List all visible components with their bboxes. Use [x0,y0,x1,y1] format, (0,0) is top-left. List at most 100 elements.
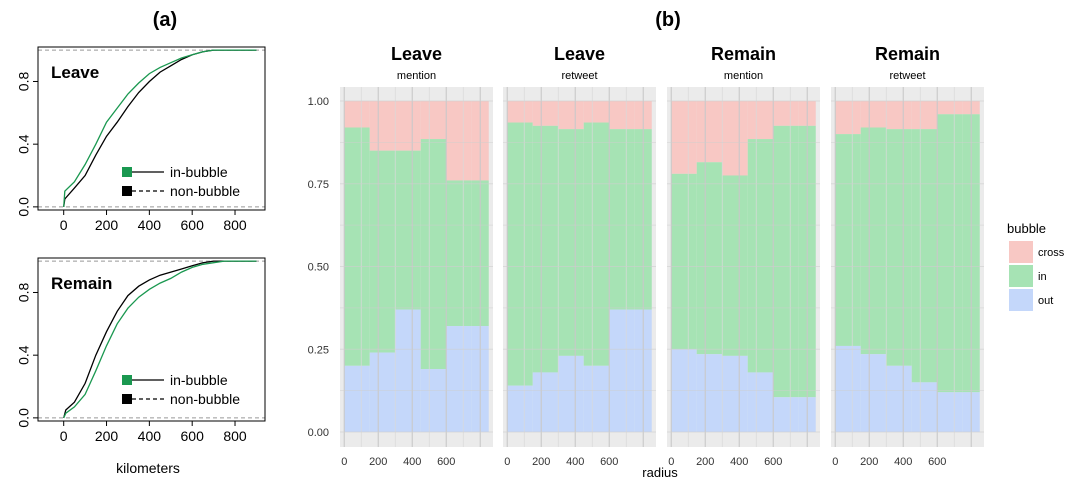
y-tick-label: 0.0 [16,197,32,217]
bin-in [747,139,774,373]
bin-out [369,352,396,432]
y-tick-label: 0.4 [16,345,32,365]
bin-out [395,309,421,432]
y-tick-label: 0.8 [16,283,32,303]
facet-remain-mention: Remain mention 0 200 400 600 [667,44,820,468]
cdf-title: Remain [51,274,112,293]
bin-in [609,129,635,310]
facet-title: Remain [875,44,940,64]
x-tick-label: 800 [223,428,247,444]
bin-out [860,354,887,432]
facet-leave-retweet: Leave retweet 0 200 400 600 [503,44,656,468]
facet-leave-mention: Leave mention 0 200 400 600 [340,44,493,468]
bin-cross [937,101,963,115]
x-tick-label: 200 [696,456,714,468]
bin-out [609,309,635,432]
bin-cross [507,101,533,123]
y-tick-label: 0.4 [16,134,32,154]
legend-swatch-non-bubble [122,394,132,404]
bin-in [860,127,887,355]
x-axis-label-radius: radius [642,465,678,480]
plot-frame [37,257,266,422]
legend-item-out: out [1038,295,1053,307]
x-tick-label: 200 [860,456,878,468]
legend-swatch-in-bubble [122,375,132,385]
panel-label-a: (a) [153,9,177,31]
x-tick-label: 400 [403,456,421,468]
x-tick-label: 200 [95,217,119,233]
bin-out [420,369,447,432]
legend-swatch-non-bubble [122,186,132,196]
y-tick-label: 0.25 [308,344,329,356]
bin-cross [446,101,472,181]
x-tick-label: 400 [894,456,912,468]
bin-in [583,122,610,366]
y-tick-label: 0.8 [16,72,32,92]
bin-in [835,134,861,346]
legend-key-out [1009,289,1033,311]
bin-cross [696,101,723,163]
x-tick-label: 0 [504,456,510,468]
bin-out [722,355,748,432]
bin-cross [369,101,396,151]
bin-cross [747,101,774,140]
bin-in [395,150,421,310]
bin-out [507,385,533,432]
x-axis-label-kilometers: kilometers [116,460,180,476]
bin-in [420,139,447,370]
series-line-in-bubble [63,260,257,419]
x-tick-label: 0 [60,217,68,233]
legend-label-in-bubble: in-bubble [170,372,228,388]
bin-cross [911,101,938,130]
facet-subtitle: retweet [561,70,597,82]
legend-item-cross: cross [1038,247,1065,259]
bin-in [532,125,559,373]
facet-subtitle: mention [724,70,763,82]
legend-swatch-in-bubble [122,167,132,177]
facet-subtitle: retweet [889,70,925,82]
bin-out [446,326,472,432]
cdf-panels: 0.0 0.4 0.8 0 200 400 600 800 Leave in-bubble non-… [16,46,266,444]
panel-label-b: (b) [655,9,681,31]
x-tick-label: 400 [566,456,584,468]
facet-remain-retweet: Remain retweet 0 200 400 600 [831,44,984,468]
legend-label-non-bubble: non-bubble [170,391,240,407]
x-tick-label: 800 [223,217,247,233]
bin-out [558,355,584,432]
x-tick-label: 0 [60,428,68,444]
x-tick-label: 600 [437,456,455,468]
bin-out [937,392,963,432]
x-tick-label: 400 [730,456,748,468]
bin-in [446,180,472,327]
bin-out [773,397,799,432]
bin-in [886,129,912,366]
legend-title: bubble [1007,221,1046,236]
x-tick-label: 200 [369,456,387,468]
bin-cross [860,101,887,128]
legend-key-in [1009,265,1033,287]
x-tick-label: 400 [138,217,162,233]
bin-out [747,372,774,432]
y-tick-label: 0.00 [308,427,329,439]
bin-out [696,354,723,432]
x-tick-label: 0 [341,456,347,468]
legend-label-in-bubble: in-bubble [170,164,228,180]
bin-in [558,129,584,356]
legend-key-cross [1009,241,1033,263]
bin-out [583,365,610,432]
facet-title: Remain [711,44,776,64]
bin-cross [773,101,799,126]
plot-frame [37,46,266,211]
bin-in [696,162,723,355]
bin-cross [835,101,861,135]
bin-in [911,129,938,383]
y-tick-label: 0.50 [308,262,329,274]
bin-in [722,175,748,356]
bin-cross [886,101,912,130]
bin-in [507,122,533,386]
bin-out [911,382,938,432]
x-tick-label: 200 [532,456,550,468]
bin-out [886,365,912,432]
x-tick-label: 600 [181,217,205,233]
x-tick-label: 0 [832,456,838,468]
